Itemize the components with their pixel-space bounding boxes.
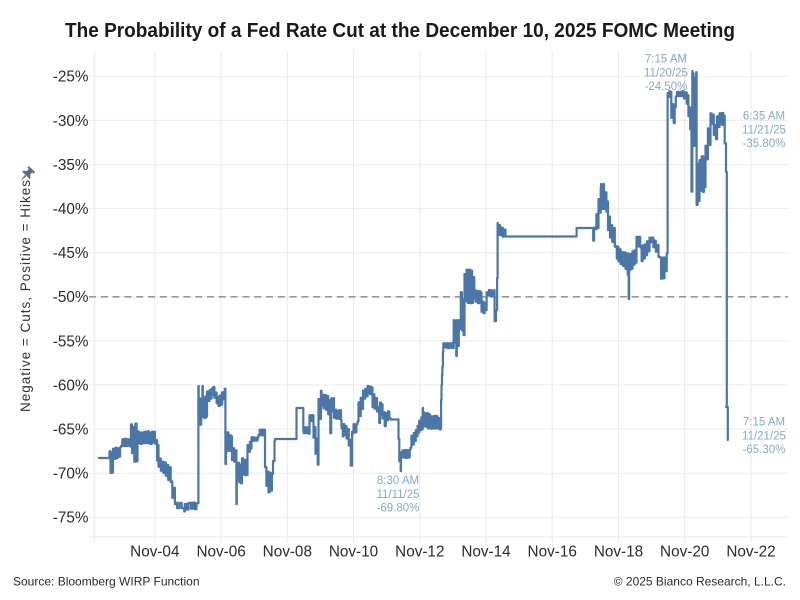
svg-text:-65%: -65% — [53, 422, 89, 439]
svg-text:Nov-08: Nov-08 — [263, 544, 312, 561]
svg-text:Negative = Cuts, Positive = Hi: Negative = Cuts, Positive = Hikes — [18, 180, 33, 412]
svg-text:-40%: -40% — [53, 201, 89, 218]
svg-text:-70%: -70% — [53, 466, 89, 483]
svg-text:Nov-06: Nov-06 — [196, 544, 245, 561]
svg-text:-75%: -75% — [53, 510, 89, 527]
svg-text:7:15 AM: 7:15 AM — [645, 54, 687, 66]
svg-text:-25%: -25% — [53, 69, 89, 86]
svg-text:Nov-18: Nov-18 — [594, 544, 643, 561]
svg-text:-30%: -30% — [53, 113, 89, 130]
svg-text:6:35 AM: 6:35 AM — [743, 111, 785, 123]
svg-text:11/21/25: 11/21/25 — [742, 124, 786, 136]
svg-text:Nov-14: Nov-14 — [461, 544, 511, 561]
svg-text:11/20/25: 11/20/25 — [644, 67, 688, 79]
svg-text:Nov-16: Nov-16 — [528, 544, 577, 561]
svg-text:Source: Bloomberg WIRP Functio: Source: Bloomberg WIRP Function — [13, 575, 200, 589]
svg-text:11/21/25: 11/21/25 — [742, 430, 786, 442]
svg-text:Nov-22: Nov-22 — [726, 544, 775, 561]
svg-text:Nov-20: Nov-20 — [660, 544, 709, 561]
svg-text:Nov-12: Nov-12 — [395, 544, 444, 561]
svg-text:-35.80%: -35.80% — [743, 138, 786, 150]
svg-text:-24.50%: -24.50% — [645, 81, 688, 93]
svg-text:-60%: -60% — [53, 377, 89, 394]
svg-text:The Probability of a Fed Rate: The Probability of a Fed Rate Cut at the… — [65, 19, 735, 42]
svg-text:Nov-04: Nov-04 — [130, 544, 180, 561]
svg-text:11/11/25: 11/11/25 — [376, 489, 419, 501]
svg-text:-55%: -55% — [53, 333, 89, 350]
svg-text:8:30 AM: 8:30 AM — [377, 475, 419, 487]
svg-text:-45%: -45% — [53, 245, 89, 262]
svg-text:Nov-10: Nov-10 — [329, 544, 378, 561]
svg-text:-69.80%: -69.80% — [377, 502, 420, 514]
svg-text:© 2025 Bianco Research, L.L.C.: © 2025 Bianco Research, L.L.C. — [614, 575, 786, 589]
svg-text:-35%: -35% — [53, 157, 89, 174]
svg-text:-50%: -50% — [53, 289, 89, 306]
svg-text:-65.30%: -65.30% — [743, 444, 786, 456]
svg-text:7:15 AM: 7:15 AM — [743, 417, 785, 429]
